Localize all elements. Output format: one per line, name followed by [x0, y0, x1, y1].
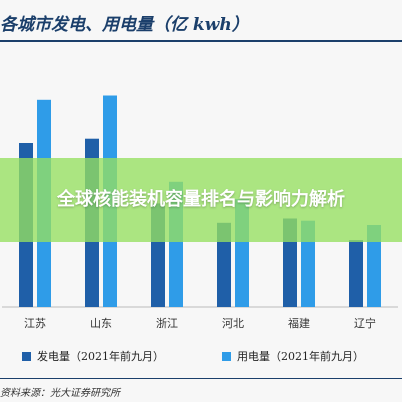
- source-rule: [0, 378, 402, 379]
- legend-swatch-series-1: [22, 351, 31, 361]
- legend-item-series-1: 发电量（2021年前九月）: [22, 348, 164, 364]
- legend-label-series-2: 用电量（2021年前九月）: [237, 350, 364, 363]
- x-tick-label-2: 山东: [90, 317, 112, 330]
- headline-text: 全球核能装机容量排名与影响力解析: [57, 189, 345, 210]
- x-tick-label-6: 辽宁: [354, 316, 376, 330]
- title-rule: [0, 40, 402, 42]
- legend-swatch-series-2: [222, 351, 231, 361]
- source-note: 资料来源：光大证券研究所: [0, 388, 120, 399]
- bar-series-2-5: [301, 220, 315, 307]
- bar-series-1-4: [217, 222, 231, 307]
- x-tick-label-3: 浙江: [156, 317, 178, 330]
- headline-banner: 全球核能装机容量排名与影响力解析: [0, 158, 402, 242]
- bar-series-1-6: [349, 240, 363, 307]
- x-tick-label-5: 福建: [288, 316, 310, 330]
- legend-item-series-2: 用电量（2021年前九月）: [222, 348, 364, 364]
- chart-title: 各城市发电、用电量（亿 kwh）: [0, 15, 249, 35]
- legend-label-series-1: 发电量（2021年前九月）: [37, 350, 164, 363]
- bar-series-2-6: [367, 225, 381, 307]
- x-tick-label-4: 河北: [222, 317, 244, 330]
- x-tick-label-1: 江苏: [24, 317, 46, 330]
- chart-legend: 发电量（2021年前九月） 用电量（2021年前九月）: [0, 341, 402, 369]
